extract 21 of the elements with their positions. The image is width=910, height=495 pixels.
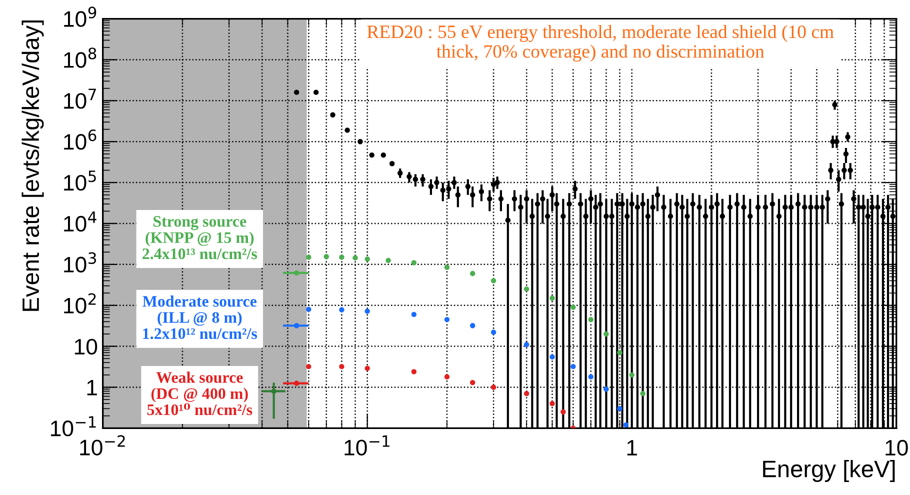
x-tick-label: 10$^{−2}$ [80,435,125,456]
y-tick-label: 10$^{6}$ [64,129,96,150]
y-tick-label: 10$^{9}$ [64,6,96,27]
text: Weak source (DC @ 400 m) 5x10¹⁰ nu/cm²/s [147,372,252,416]
y-tick-label: 10 [74,338,98,355]
y-tick-label: 10$^{5}$ [64,170,96,191]
text: Moderate source (ILL @ 8 m) 1.2x10¹² nu/cm²/s [142,295,258,340]
y-axis-title: Event rate [evts/kg/keV/day] [22,20,44,311]
x-axis-title: Energy [keV] [763,460,895,482]
y-tick-label: 10$^{−1}$ [50,416,96,436]
text: Strong source (KNPP @ 15 m) 2.4x10¹³ nu/cm²/s [142,216,258,260]
y-tick-label: 10$^{2}$ [64,293,96,314]
y-tick-label: 10$^{3}$ [64,252,96,273]
y-tick-label: 10$^{4}$ [64,212,96,232]
y-tick-label: 1 [87,380,97,396]
y-tick-label: 10$^{8}$ [64,48,96,68]
y-tick-label: 10$^{7}$ [64,88,96,109]
annotation: RED20 : 55 eV energy threshold, moderate lead shield (10 cm thick, 70% coverage) and no discrimination [367,24,834,62]
x-tick-label: 10 [886,440,908,456]
x-tick-label: 1 [627,440,637,456]
x-tick-label: 10$^{−1}$ [344,435,390,456]
